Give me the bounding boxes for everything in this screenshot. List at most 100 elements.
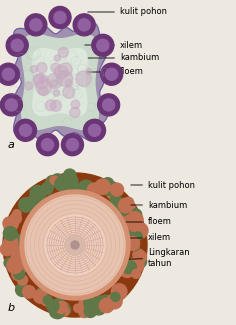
Circle shape xyxy=(25,196,41,212)
Circle shape xyxy=(25,14,47,36)
Circle shape xyxy=(3,217,16,229)
Circle shape xyxy=(131,242,139,251)
Circle shape xyxy=(68,176,78,186)
Circle shape xyxy=(102,178,114,189)
Circle shape xyxy=(25,198,35,207)
Circle shape xyxy=(5,99,17,111)
Circle shape xyxy=(128,257,144,273)
Circle shape xyxy=(36,79,52,95)
Text: kambium: kambium xyxy=(131,201,187,210)
Circle shape xyxy=(98,183,109,194)
Circle shape xyxy=(130,212,141,223)
Circle shape xyxy=(111,292,120,302)
Circle shape xyxy=(70,107,80,118)
Circle shape xyxy=(88,124,101,136)
Circle shape xyxy=(99,295,113,309)
Circle shape xyxy=(98,94,120,116)
Circle shape xyxy=(133,254,147,268)
Circle shape xyxy=(76,71,91,86)
Circle shape xyxy=(54,11,66,23)
Circle shape xyxy=(16,283,29,296)
Circle shape xyxy=(46,176,57,187)
Circle shape xyxy=(132,223,148,238)
Circle shape xyxy=(51,174,64,188)
Circle shape xyxy=(49,6,71,29)
Circle shape xyxy=(33,190,46,202)
Circle shape xyxy=(6,222,15,231)
Circle shape xyxy=(86,69,92,74)
Circle shape xyxy=(100,297,109,306)
Circle shape xyxy=(55,302,67,314)
Circle shape xyxy=(30,66,38,73)
Circle shape xyxy=(2,68,14,80)
Circle shape xyxy=(3,173,147,317)
Circle shape xyxy=(131,213,143,226)
Circle shape xyxy=(92,34,114,56)
Circle shape xyxy=(126,232,139,245)
Polygon shape xyxy=(22,34,98,130)
Circle shape xyxy=(66,139,79,151)
Circle shape xyxy=(25,195,125,295)
Circle shape xyxy=(51,63,60,72)
Circle shape xyxy=(99,298,114,313)
Text: xilem: xilem xyxy=(115,233,171,242)
Circle shape xyxy=(0,243,13,256)
Circle shape xyxy=(23,286,35,298)
Circle shape xyxy=(84,305,97,318)
Circle shape xyxy=(37,62,47,73)
Circle shape xyxy=(59,304,71,316)
Circle shape xyxy=(97,39,109,51)
Circle shape xyxy=(118,198,133,213)
Circle shape xyxy=(87,183,101,197)
Circle shape xyxy=(129,259,140,271)
Circle shape xyxy=(51,304,65,318)
Circle shape xyxy=(50,176,59,185)
Circle shape xyxy=(34,290,47,303)
Circle shape xyxy=(33,74,44,84)
Circle shape xyxy=(124,214,138,228)
Circle shape xyxy=(119,262,135,278)
Circle shape xyxy=(12,234,23,245)
Circle shape xyxy=(57,71,73,86)
Circle shape xyxy=(17,275,28,285)
Circle shape xyxy=(71,241,79,249)
Circle shape xyxy=(6,34,28,56)
Text: kulit pohon: kulit pohon xyxy=(88,7,167,17)
Circle shape xyxy=(4,236,18,250)
Circle shape xyxy=(115,201,130,216)
Circle shape xyxy=(51,80,58,87)
Circle shape xyxy=(47,300,59,312)
Circle shape xyxy=(61,134,84,156)
Circle shape xyxy=(99,297,114,312)
Circle shape xyxy=(25,82,33,90)
Circle shape xyxy=(59,302,69,312)
Circle shape xyxy=(78,19,90,31)
Polygon shape xyxy=(33,48,87,116)
Circle shape xyxy=(4,223,14,233)
Circle shape xyxy=(132,269,141,278)
Circle shape xyxy=(47,73,62,88)
Circle shape xyxy=(54,55,60,61)
Circle shape xyxy=(92,301,105,313)
Circle shape xyxy=(61,181,72,192)
Circle shape xyxy=(30,186,45,201)
Circle shape xyxy=(33,195,42,204)
Circle shape xyxy=(54,298,65,309)
Circle shape xyxy=(6,218,18,230)
Circle shape xyxy=(126,202,135,210)
Circle shape xyxy=(130,210,141,221)
Text: Lingkaran
tahun: Lingkaran tahun xyxy=(103,248,190,268)
Text: xilem: xilem xyxy=(85,41,143,49)
Circle shape xyxy=(0,94,22,116)
Circle shape xyxy=(94,296,107,309)
Circle shape xyxy=(63,176,75,188)
Circle shape xyxy=(20,190,130,300)
Circle shape xyxy=(43,296,52,305)
Circle shape xyxy=(37,287,48,298)
Circle shape xyxy=(107,188,119,199)
Circle shape xyxy=(124,197,134,207)
Circle shape xyxy=(46,176,55,185)
Text: b: b xyxy=(8,303,15,313)
Circle shape xyxy=(15,119,37,141)
Circle shape xyxy=(127,228,141,241)
